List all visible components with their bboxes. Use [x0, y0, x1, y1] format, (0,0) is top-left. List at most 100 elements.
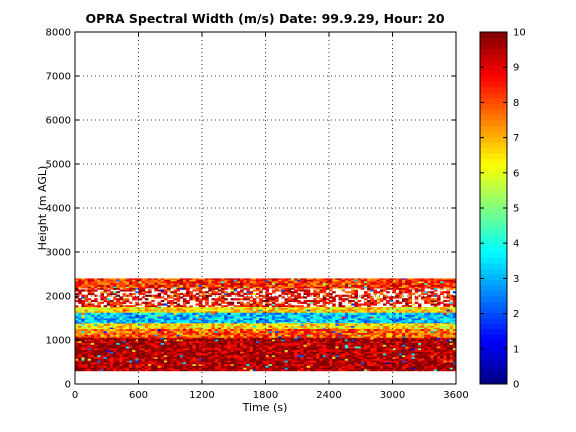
heatmap-cell [211, 330, 216, 333]
heatmap-cell [414, 310, 419, 314]
heatmap-cell [144, 307, 149, 308]
heatmap-cell [154, 307, 158, 308]
heatmap-cell [300, 296, 305, 299]
heatmap-cell [417, 334, 422, 337]
heatmap-cell [427, 323, 432, 326]
heatmap-cell [243, 310, 247, 314]
heatmap-cell [354, 289, 358, 292]
heatmap-cell [138, 329, 143, 332]
heatmap-cell [357, 363, 362, 366]
heatmap-cell [443, 336, 447, 339]
heatmap-cell [173, 356, 177, 359]
heatmap-cell [329, 330, 333, 333]
heatmap-cell [367, 310, 371, 314]
heatmap-cell [217, 281, 222, 284]
heatmap-cell [392, 279, 397, 282]
heatmap-cell [421, 310, 425, 314]
heatmap-cell [90, 279, 95, 282]
heatmap-cell [297, 325, 301, 328]
heatmap-cell [341, 310, 346, 314]
heatmap-cell [300, 353, 305, 356]
heatmap-cell [233, 356, 238, 359]
heatmap-cell [132, 279, 136, 282]
heatmap-cell [148, 307, 152, 308]
heatmap-cell [151, 282, 155, 285]
heatmap-cell [249, 353, 254, 356]
heatmap-cell [186, 360, 190, 363]
heatmap-cell [214, 353, 219, 356]
heatmap-cell [157, 358, 162, 361]
heatmap-cell [382, 363, 387, 366]
heatmap-cell [252, 292, 257, 296]
heatmap-cell [335, 316, 339, 319]
heatmap-cell [233, 334, 238, 337]
heatmap-cell [433, 292, 438, 296]
heatmap-cell [211, 358, 216, 361]
heatmap-cell [367, 358, 371, 361]
heatmap-cell [363, 294, 368, 297]
heatmap-cell [287, 367, 292, 370]
heatmap-cell [109, 301, 114, 304]
heatmap-cell [309, 330, 314, 333]
heatmap-cell [116, 299, 120, 303]
heatmap-cell [217, 299, 222, 303]
heatmap-cell [284, 307, 289, 310]
heatmap-cell [271, 298, 276, 301]
heatmap-cell [113, 367, 117, 370]
heatmap-cell [265, 336, 270, 339]
heatmap-cell [332, 358, 336, 361]
heatmap-cell [294, 284, 298, 287]
heatmap-cell [113, 309, 117, 312]
heatmap-cell [186, 365, 190, 368]
heatmap-cell [138, 278, 143, 280]
heatmap-cell [316, 323, 320, 325]
heatmap-cell [103, 362, 108, 365]
heatmap-cell [221, 279, 225, 282]
heatmap-cell [151, 312, 155, 315]
heatmap-cell [173, 282, 177, 285]
heatmap-cell [319, 360, 324, 363]
heatmap-cell [287, 325, 292, 328]
heatmap-cell [75, 327, 79, 330]
heatmap-cell [373, 363, 378, 366]
heatmap-cell [113, 330, 117, 333]
heatmap-cell [268, 327, 273, 330]
heatmap-cell [316, 296, 320, 299]
heatmap-cell [255, 329, 260, 332]
heatmap-cell [265, 296, 270, 299]
heatmap-cell [427, 336, 432, 339]
heatmap-cell [344, 307, 349, 308]
heatmap-cell [443, 319, 447, 322]
heatmap-cell [405, 321, 409, 324]
heatmap-cell [395, 309, 400, 312]
heatmap-cell [389, 358, 393, 361]
heatmap-cell [135, 303, 139, 306]
heatmap-cell [94, 305, 98, 308]
heatmap-cell [395, 299, 400, 303]
heatmap-cell [268, 369, 273, 372]
heatmap-cell [259, 278, 263, 280]
heatmap-cell [113, 327, 117, 330]
heatmap-cell [436, 299, 441, 303]
heatmap-cell [373, 369, 378, 372]
heatmap-cell [417, 358, 422, 361]
heatmap-cell [132, 305, 136, 308]
heatmap-cell [405, 329, 409, 332]
heatmap-cell [367, 354, 371, 358]
heatmap-cell [151, 327, 155, 330]
heatmap-cell [182, 329, 187, 332]
heatmap-cell [148, 305, 152, 308]
heatmap-cell [370, 354, 374, 358]
heatmap-cell [154, 284, 158, 287]
heatmap-cell [265, 309, 270, 312]
heatmap-cell [167, 310, 171, 314]
heatmap-cell [379, 291, 384, 294]
heatmap-cell [417, 330, 422, 333]
heatmap-cell [195, 354, 200, 358]
heatmap-cell [421, 363, 425, 366]
heatmap-cell [97, 353, 101, 356]
heatmap-cell [367, 330, 371, 333]
heatmap-cell [275, 314, 279, 317]
heatmap-cell [332, 284, 336, 287]
heatmap-cell [176, 316, 181, 319]
